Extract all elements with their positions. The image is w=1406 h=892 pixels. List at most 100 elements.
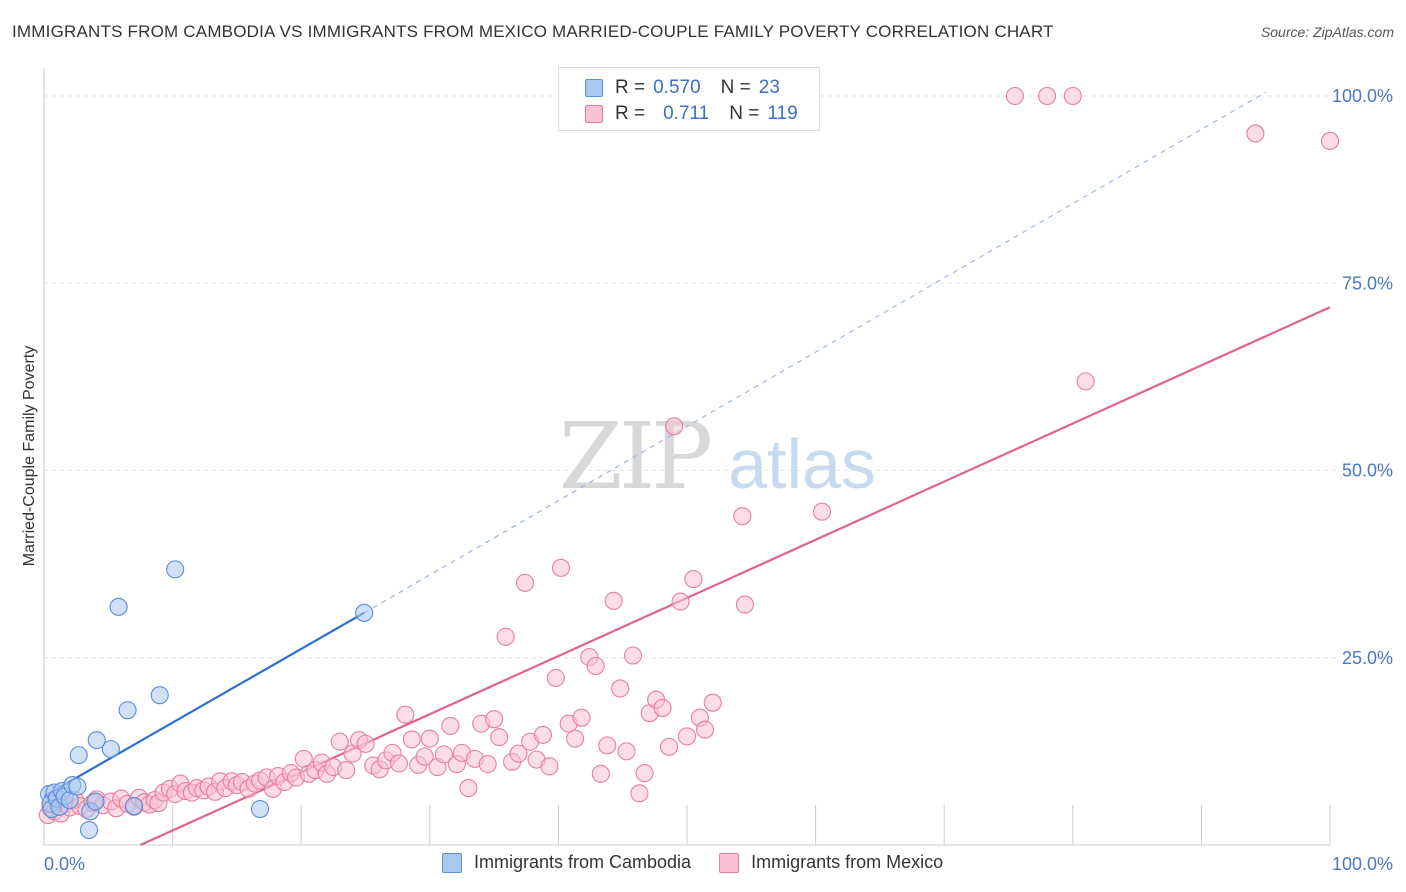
data-point-series-1 — [733, 507, 752, 526]
data-point-series-1 — [659, 737, 679, 756]
series-label-mexico: Immigrants from Mexico — [751, 852, 944, 872]
data-point-series-1 — [337, 761, 356, 780]
data-point-series-0 — [79, 820, 99, 840]
data-point-series-1 — [459, 779, 478, 798]
data-point-series-1 — [546, 668, 565, 688]
data-point-series-1 — [389, 754, 408, 773]
data-point-series-0 — [109, 597, 128, 616]
trend-extension-series-0 — [363, 91, 1266, 614]
data-point-series-1 — [623, 646, 643, 665]
data-point-series-1 — [420, 729, 439, 748]
legend-swatch-mexico — [585, 105, 603, 123]
data-point-series-0 — [150, 686, 169, 705]
data-point-series-0 — [118, 701, 137, 720]
series-label-cambodia: Immigrants from Cambodia — [474, 852, 692, 872]
data-point-series-1 — [677, 727, 697, 746]
data-point-series-1 — [598, 736, 617, 755]
data-point-series-0 — [101, 740, 120, 759]
data-point-series-1 — [566, 729, 585, 748]
legend-r-label: R = — [615, 77, 646, 98]
data-point-series-1 — [735, 595, 754, 614]
series-legend-mexico: Immigrants from Mexico — [719, 852, 943, 873]
watermark-atlas: atlas — [728, 425, 876, 503]
data-points — [38, 86, 1340, 840]
legend-n-label: N = — [720, 77, 751, 98]
legend-n-value-cambodia: 23 — [758, 77, 780, 98]
data-point-series-1 — [1320, 131, 1340, 150]
axes — [43, 68, 1331, 846]
data-point-series-1 — [611, 679, 630, 698]
data-point-series-0 — [355, 603, 374, 622]
data-point-series-1 — [604, 591, 623, 610]
tick-labels: 25.0% 50.0% 75.0% 100.0% 0.0% 100.0% — [44, 86, 1393, 874]
data-point-series-1 — [540, 757, 559, 776]
data-point-series-0 — [69, 746, 88, 765]
data-point-series-1 — [515, 573, 535, 592]
data-point-series-1 — [478, 755, 497, 774]
trend-lines — [43, 91, 1331, 847]
data-point-series-1 — [356, 734, 375, 753]
data-point-series-1 — [665, 417, 684, 436]
data-point-series-1 — [551, 558, 571, 577]
data-point-series-0 — [166, 560, 185, 579]
correlation-legend: R = 0.570 N = 23 R = 0.711 N = 119 — [558, 67, 820, 131]
data-point-series-1 — [586, 656, 605, 676]
legend-r-label: R = — [615, 103, 646, 124]
data-point-series-1 — [496, 627, 515, 646]
watermark: ZIP atlas — [559, 403, 876, 510]
series-legend-cambodia: Immigrants from Cambodia — [442, 852, 691, 873]
data-point-series-0 — [124, 797, 144, 816]
data-point-series-1 — [1005, 86, 1024, 106]
data-point-series-1 — [695, 720, 715, 739]
chart-title: IMMIGRANTS FROM CAMBODIA VS IMMIGRANTS F… — [12, 22, 1054, 41]
data-point-series-1 — [1246, 124, 1265, 143]
trend-line-series-1 — [139, 306, 1331, 847]
data-point-series-1 — [1063, 86, 1082, 106]
series-swatch-cambodia — [442, 852, 462, 873]
y-tick-label: 100.0% — [1332, 86, 1393, 106]
data-point-series-0 — [87, 731, 106, 750]
data-point-series-1 — [490, 728, 509, 747]
data-point-series-1 — [1038, 86, 1057, 106]
data-point-series-1 — [684, 570, 703, 589]
watermark-zip: ZIP — [559, 403, 710, 510]
data-point-series-0 — [68, 777, 87, 796]
y-axis-label: Married-Couple Family Poverty — [21, 345, 38, 567]
y-tick-label: 75.0% — [1342, 273, 1393, 293]
y-tick-label: 25.0% — [1342, 648, 1393, 668]
legend-r-value-mexico: 0.711 — [663, 103, 710, 124]
data-point-series-1 — [671, 592, 690, 611]
data-point-series-1 — [485, 710, 504, 729]
data-point-series-0 — [86, 792, 105, 811]
chart-source: Source: ZipAtlas.com — [1260, 24, 1394, 40]
series-legend: Immigrants from Cambodia Immigrants from… — [442, 852, 971, 873]
data-point-series-1 — [396, 705, 415, 724]
data-point-series-1 — [509, 744, 528, 763]
data-point-series-1 — [572, 708, 591, 727]
series-swatch-mexico — [719, 852, 740, 873]
legend-swatch-cambodia — [585, 79, 603, 97]
data-point-series-0 — [250, 799, 270, 819]
x-tick-label: 0.0% — [44, 854, 85, 874]
legend-r-value-cambodia: 0.570 — [653, 77, 701, 98]
data-point-series-1 — [330, 732, 349, 751]
legend-row-mexico: R = 0.711 N = 119 — [585, 102, 798, 126]
y-tick-label: 50.0% — [1342, 461, 1393, 481]
legend-n-label: N = — [729, 103, 760, 124]
data-point-series-1 — [441, 716, 460, 735]
data-point-series-1 — [653, 698, 672, 717]
data-point-series-1 — [1076, 372, 1095, 391]
data-point-series-1 — [812, 502, 832, 521]
data-point-series-1 — [635, 764, 654, 783]
data-point-series-1 — [630, 784, 649, 803]
data-point-series-1 — [617, 742, 636, 761]
legend-row-cambodia: R = 0.570 N = 23 — [585, 76, 780, 100]
trend-line-series-0 — [43, 611, 365, 798]
data-point-series-1 — [415, 747, 434, 766]
data-point-series-1 — [533, 725, 553, 744]
x-tick-label: 100.0% — [1332, 854, 1393, 874]
data-point-series-1 — [402, 730, 421, 749]
data-point-series-1 — [434, 745, 453, 764]
legend-n-value-mexico: 119 — [767, 103, 798, 124]
